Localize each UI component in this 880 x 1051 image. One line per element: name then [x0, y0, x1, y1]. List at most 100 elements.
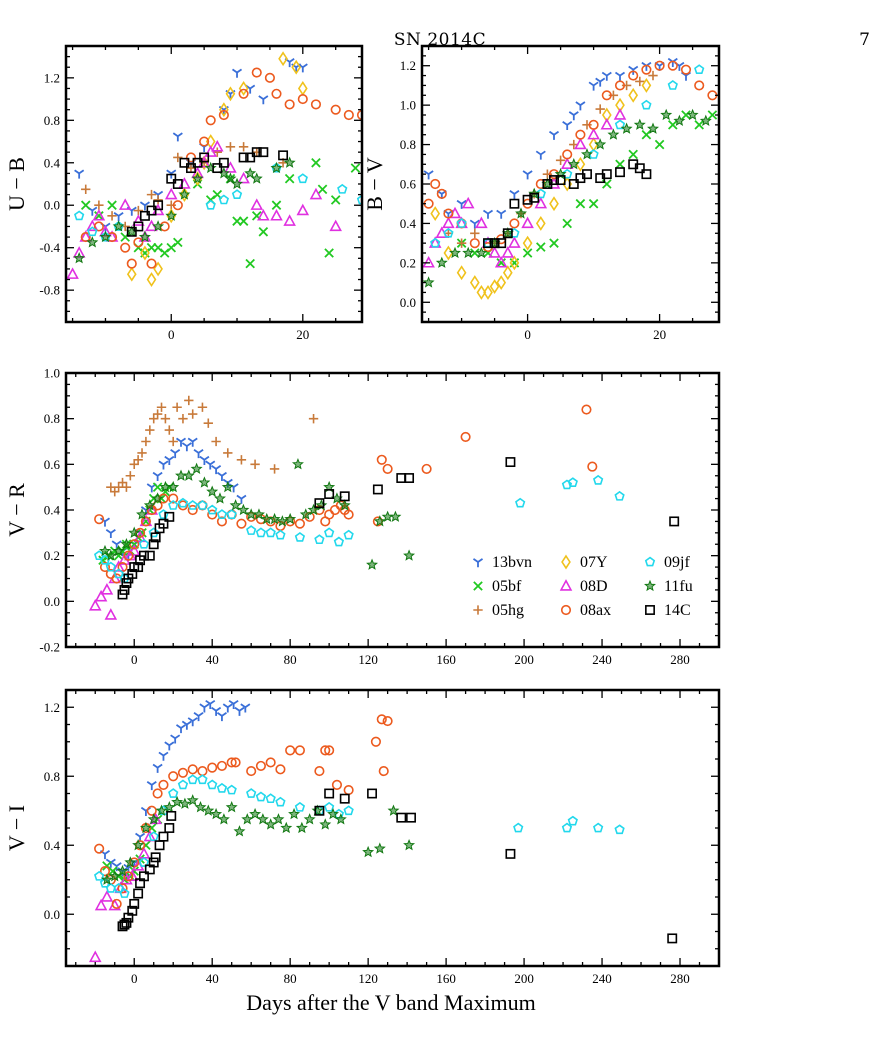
point-09jf: [207, 504, 218, 515]
point-08ax: [207, 762, 218, 773]
point-08ax: [324, 745, 335, 756]
point-08D: [475, 216, 488, 229]
point-05bf: [245, 258, 255, 269]
point-09jf: [314, 534, 325, 545]
legend-item-08D: 08D: [559, 578, 608, 595]
legend-label: 11fu: [664, 578, 693, 595]
y-tick-label: 0.4: [44, 838, 61, 853]
point-08ax: [168, 493, 179, 504]
y-tick-label: 0.4: [400, 216, 417, 231]
point-14C: [582, 169, 592, 180]
legend-marker-11fu: [644, 579, 656, 592]
point-09jf: [187, 774, 198, 785]
point-08ax: [255, 760, 266, 771]
point-09jf: [614, 490, 625, 501]
point-11fu: [186, 794, 199, 806]
point-05bf: [317, 184, 328, 195]
series-13bvn: [99, 699, 251, 877]
point-11fu: [147, 813, 160, 825]
x-tick-label: 20: [653, 327, 666, 342]
series-09jf: [430, 64, 705, 248]
point-05bf: [496, 258, 506, 268]
point-11fu: [660, 108, 673, 121]
point-05hg: [137, 448, 147, 458]
point-14C: [339, 793, 350, 804]
point-13bvn: [105, 528, 116, 539]
legend-marker-13bvn: [472, 558, 484, 568]
x-tick-label: 120: [358, 971, 378, 986]
point-08D: [329, 219, 342, 232]
point-11fu: [633, 118, 646, 130]
point-09jf: [187, 500, 198, 510]
point-08D: [164, 187, 178, 200]
legend-label: 05bf: [492, 578, 522, 595]
point-09jf: [294, 801, 306, 812]
point-13bvn: [152, 471, 163, 481]
point-14C: [324, 788, 335, 799]
point-07Y: [496, 275, 507, 291]
point-11fu: [112, 220, 125, 232]
point-08D: [88, 950, 102, 963]
point-08D: [120, 872, 133, 885]
point-11fu: [268, 512, 281, 525]
y-axis-label: V − I: [4, 805, 29, 851]
y-tick-label: -0.8: [39, 283, 60, 298]
legend-item-11fu: 11fu: [644, 578, 693, 595]
point-09jf: [197, 774, 208, 785]
point-13bvn: [231, 68, 243, 78]
point-08ax: [146, 805, 157, 816]
point-14C: [406, 812, 416, 823]
point-08D: [442, 216, 455, 229]
point-13bvn: [469, 219, 480, 229]
point-05hg: [81, 184, 91, 194]
point-14C: [245, 152, 256, 163]
legend-item-09jf: 09jf: [644, 554, 690, 571]
point-08D: [461, 196, 475, 209]
point-13bvn: [164, 741, 175, 751]
point-05hg: [555, 155, 566, 166]
point-14C: [119, 584, 130, 595]
point-14C: [314, 498, 325, 509]
point-05hg: [168, 436, 178, 447]
point-11fu: [136, 508, 148, 520]
point-11fu: [233, 825, 246, 837]
point-08ax: [251, 67, 262, 78]
point-13bvn: [193, 449, 204, 459]
series-14C: [483, 159, 652, 249]
point-07Y: [588, 137, 599, 153]
legend-marker-07Y: [561, 554, 571, 570]
point-08D: [211, 139, 224, 152]
point-14C: [489, 238, 500, 249]
point-11fu: [191, 172, 204, 184]
point-05hg: [152, 409, 163, 419]
point-14C: [150, 852, 161, 863]
point-11fu: [217, 813, 230, 825]
point-14C: [139, 210, 150, 221]
point-05hg: [107, 211, 117, 221]
point-08D: [94, 898, 108, 911]
point-14C: [164, 823, 175, 833]
point-13bvn: [562, 120, 573, 131]
series-08ax: [80, 67, 362, 269]
point-14C: [139, 550, 149, 561]
point-13bvn: [170, 734, 181, 744]
series-11fu: [99, 458, 416, 570]
point-11fu: [435, 256, 448, 268]
point-07Y: [549, 196, 559, 212]
y-tick-label: 0.8: [44, 411, 60, 426]
point-13bvn: [211, 706, 222, 716]
x-tick-label: 0: [131, 971, 138, 986]
x-tick-label: 160: [436, 652, 456, 667]
point-11fu: [171, 795, 184, 808]
point-05hg: [635, 76, 645, 87]
point-11fu: [194, 801, 207, 813]
point-09jf: [456, 218, 467, 228]
point-09jf: [205, 199, 216, 210]
point-14C: [502, 228, 513, 239]
point-14C: [218, 157, 229, 168]
point-13bvn: [99, 850, 111, 860]
x-tick-label: 160: [436, 971, 456, 986]
point-09jf: [265, 793, 276, 804]
point-08ax: [378, 766, 389, 777]
y-tick-label: 0.6: [44, 457, 61, 472]
